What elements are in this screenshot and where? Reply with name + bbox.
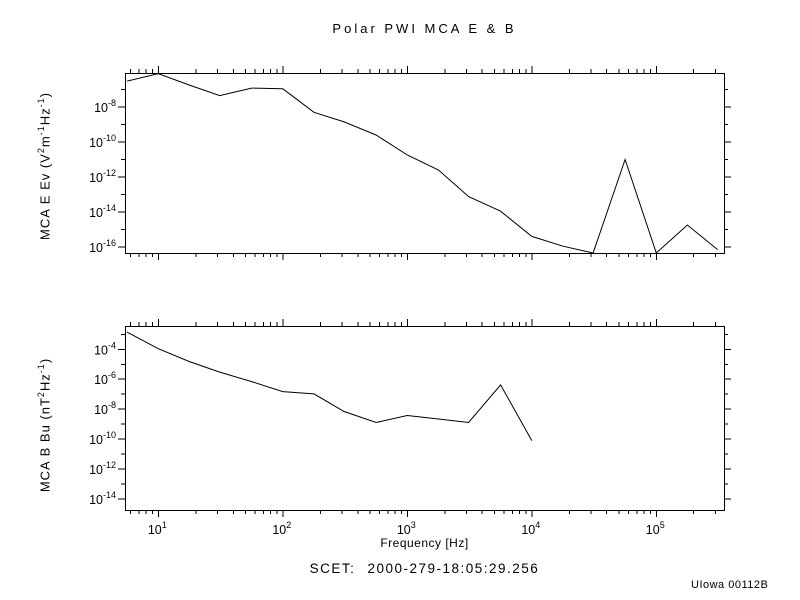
y-tick-label: 10-10 (89, 430, 116, 447)
y-axis-label-mca-e: MCA E Ev (V2m-1Hz-1) (36, 92, 53, 240)
y-tick-label: 10-10 (89, 133, 116, 150)
credit-label: UIowa 00112B (691, 579, 769, 591)
y-tick-label: 10-12 (89, 168, 116, 185)
mca-b-plot-frame (125, 326, 725, 511)
y-tick-label: 10-4 (94, 340, 116, 357)
mca-b-spectrum-curve (126, 331, 533, 441)
y-tick-label: 10-8 (94, 400, 116, 417)
x-tick-label: 101 (148, 520, 167, 537)
x-tick-label: 103 (397, 520, 416, 537)
mca-e-plot: 10-8 10-10 10-12 10-14 10-16 (89, 66, 731, 260)
mca-e-spectrum-curve (126, 73, 718, 254)
mca-b-plot: 10-4 10-6 10-8 10-10 10-12 10-14 101 102 103 104 1… (89, 319, 731, 537)
y-axis-label-mca-b: MCA B Bu (nT2Hz-1) (36, 357, 53, 493)
y-tick-label: 10-14 (89, 490, 116, 507)
x-tick-label: 102 (272, 520, 291, 537)
mca-e-plot-frame (125, 73, 725, 254)
y-tick-label: 10-14 (89, 203, 116, 220)
scet-value: 2000-279-18:05:29.256 (367, 561, 540, 576)
y-tick-label: 10-16 (89, 238, 116, 255)
page-title: Polar PWI MCA E & B (332, 21, 517, 36)
scet-timestamp: SCET: 2000-279-18:05:29.256 (125, 561, 724, 576)
x-axis-label: Frequency [Hz] (380, 536, 469, 550)
y-tick-label: 10-8 (94, 98, 116, 115)
x-tick-label: 104 (521, 520, 540, 537)
y-tick-label: 10-12 (89, 460, 116, 477)
x-tick-label: 105 (646, 520, 665, 537)
y-tick-label: 10-6 (94, 370, 116, 387)
scet-label: SCET: (309, 561, 356, 576)
